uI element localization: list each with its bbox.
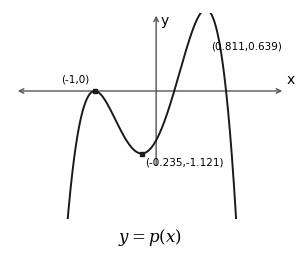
Text: $y = p(x)$: $y = p(x)$ bbox=[118, 227, 182, 248]
Text: y: y bbox=[160, 14, 169, 28]
Text: (-1,0): (-1,0) bbox=[61, 74, 90, 84]
Text: x: x bbox=[286, 73, 295, 87]
Text: (0.811,0.639): (0.811,0.639) bbox=[211, 42, 282, 51]
Text: (-0.235,-1.121): (-0.235,-1.121) bbox=[145, 158, 223, 168]
